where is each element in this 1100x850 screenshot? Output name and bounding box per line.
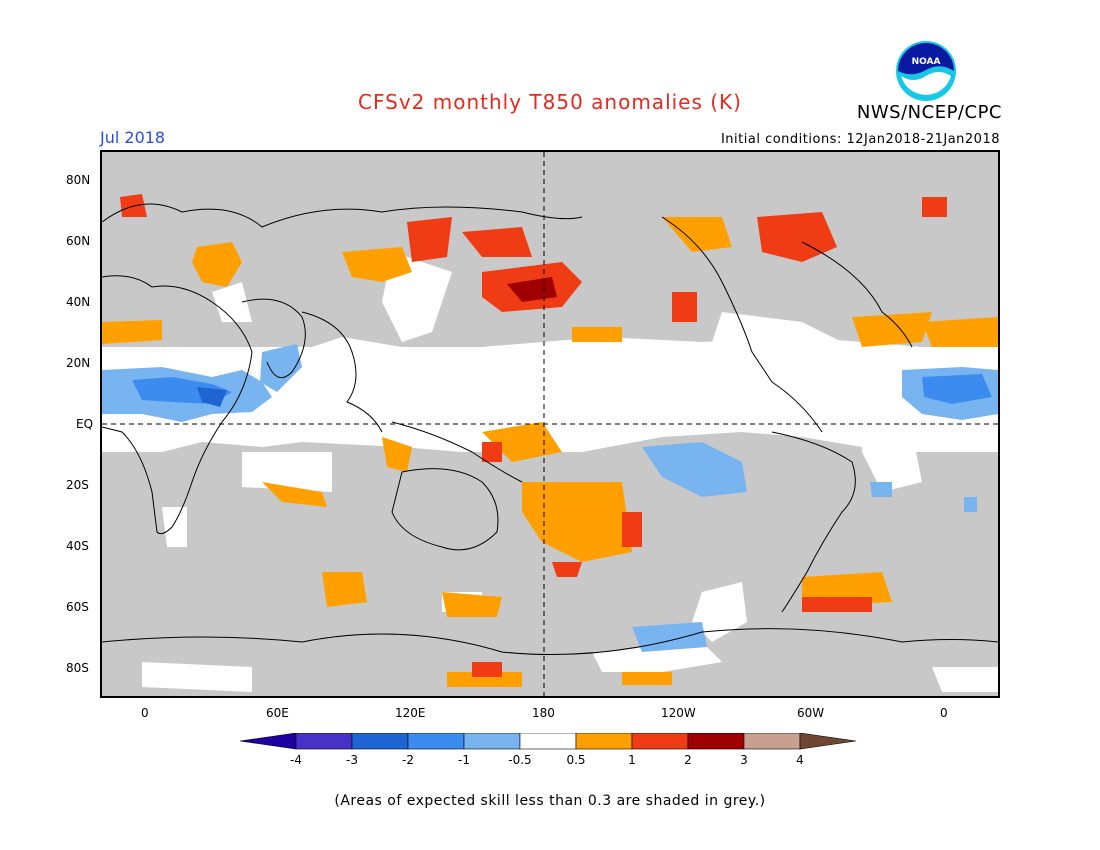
- colorbar-segment: [631, 732, 689, 750]
- initial-conditions: Initial conditions: 12Jan2018-21Jan2018: [720, 132, 1000, 147]
- map-panel: [100, 150, 1000, 698]
- lon-tick: 0: [940, 706, 948, 720]
- lat-tick: 40S: [66, 539, 89, 553]
- anomaly-map: [102, 152, 998, 696]
- lat-tick: 40N: [66, 295, 91, 309]
- lat-tick: 80S: [66, 661, 89, 675]
- lat-tick: 60S: [66, 600, 89, 614]
- lon-tick: 60W: [797, 706, 825, 720]
- colorbar-end-high: [799, 732, 857, 750]
- colorbar-label: 2: [684, 753, 692, 767]
- colorbar-segment: [519, 732, 577, 750]
- organization-label: NWS/NCEP/CPC: [856, 102, 1002, 123]
- lat-tick: 20N: [66, 356, 91, 370]
- colorbar-label: -0.5: [508, 753, 531, 767]
- colorbar-label: -1: [458, 753, 470, 767]
- chart-title: CFSv2 monthly T850 anomalies (K): [358, 90, 742, 114]
- footnote: (Areas of expected skill less than 0.3 a…: [334, 793, 766, 809]
- warm-anomaly-regions-strong: [507, 277, 557, 302]
- forecast-month: Jul 2018: [100, 128, 166, 147]
- lon-tick: 60E: [266, 706, 289, 720]
- colorbar-label: 0.5: [566, 753, 585, 767]
- lat-tick: 60N: [66, 234, 91, 248]
- colorbar-label: -2: [402, 753, 414, 767]
- colorbar-graphic: -4 -3 -2 -1 -0.5 0.5 1 2 3 4: [239, 732, 857, 767]
- colorbar-label: -4: [290, 753, 302, 767]
- noaa-logo: NOAA: [896, 41, 956, 101]
- lon-tick: 120W: [661, 706, 696, 720]
- colorbar: -4 -3 -2 -1 -0.5 0.5 1 2 3 4: [239, 732, 860, 777]
- colorbar-label: 4: [796, 753, 804, 767]
- lat-tick: EQ: [76, 417, 94, 431]
- colorbar-segment: [463, 732, 521, 750]
- colorbar-segment: [295, 732, 353, 750]
- colorbar-segment: [575, 732, 633, 750]
- colorbar-segment: [743, 732, 801, 750]
- colorbar-segment: [407, 732, 465, 750]
- lat-tick: 20S: [66, 478, 89, 492]
- coastlines: [102, 203, 998, 655]
- lon-tick: 180: [532, 706, 555, 720]
- lon-tick: 120E: [395, 706, 426, 720]
- lat-tick: 80N: [66, 173, 91, 187]
- colorbar-segment: [351, 732, 409, 750]
- warm-anomaly-regions-light: [102, 217, 998, 687]
- colorbar-label: -3: [346, 753, 358, 767]
- colorbar-end-low: [239, 732, 297, 750]
- colorbar-segment: [687, 732, 745, 750]
- cool-anomaly-regions: [102, 344, 998, 652]
- logo-text: NOAA: [912, 57, 941, 67]
- lon-tick: 0: [141, 706, 149, 720]
- colorbar-label: 1: [628, 753, 636, 767]
- colorbar-label: 3: [740, 753, 748, 767]
